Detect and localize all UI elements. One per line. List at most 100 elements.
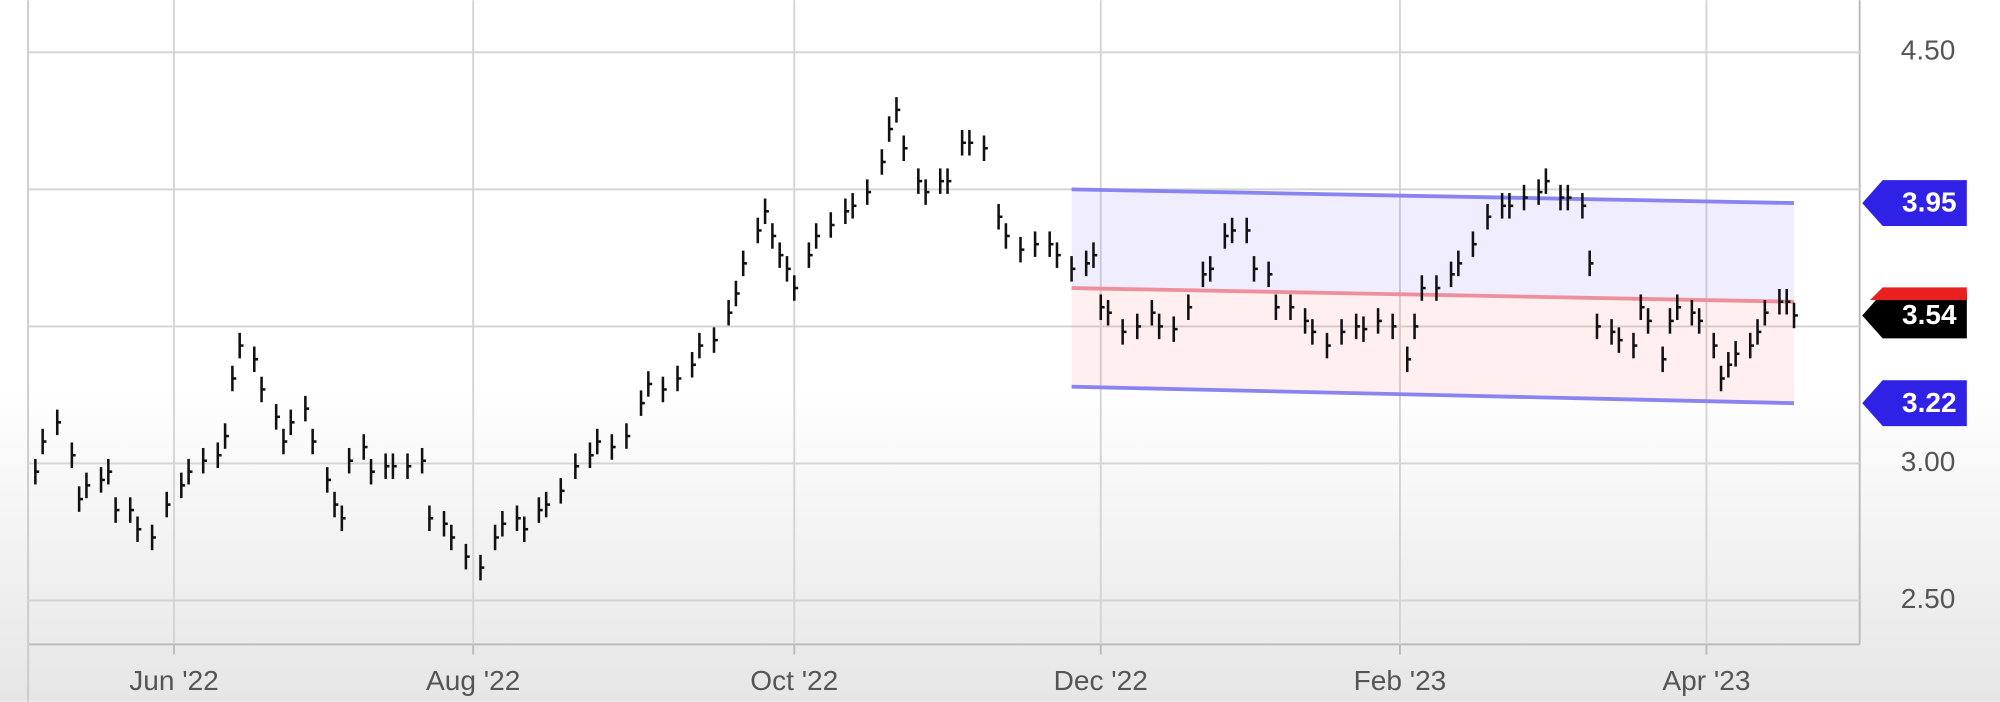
price-bar [136, 516, 142, 543]
price-bar [369, 458, 375, 485]
price-tag-shape [1862, 292, 1967, 339]
price-bar [1486, 204, 1492, 230]
price-bar [333, 491, 339, 518]
price-bar [1697, 308, 1703, 334]
price-bar [968, 130, 974, 156]
price-bar [253, 346, 259, 373]
price-bar [442, 511, 448, 537]
price-bar [625, 423, 631, 449]
price-bar [274, 404, 280, 430]
price-bar [938, 168, 945, 194]
price-bar [851, 193, 857, 219]
price-bar [216, 442, 222, 468]
price-tag-top [1869, 287, 1967, 301]
price-bar [1457, 250, 1463, 277]
price-bar [289, 409, 295, 436]
price-bar [34, 458, 40, 485]
price-bar [1566, 184, 1572, 211]
price-bar [727, 299, 733, 326]
price-bar [1391, 313, 1397, 340]
price-bar [982, 135, 988, 162]
price-bar [450, 524, 456, 551]
price-bar [763, 198, 769, 225]
price-bar [1106, 299, 1112, 326]
price-bar [99, 467, 105, 493]
price-bar [595, 428, 602, 455]
price-bar [1727, 352, 1733, 378]
price-bar [690, 352, 696, 378]
price-tag-label: 3.54 [1902, 299, 1957, 330]
price-bar [880, 149, 886, 175]
price-bar [340, 505, 346, 532]
price-tag: 3.22 [1862, 380, 1967, 427]
price-bar [756, 217, 762, 244]
price-bar [223, 423, 229, 449]
price-bar [1362, 316, 1368, 342]
price-bar [1610, 319, 1616, 345]
y-tick-label: 2.50 [1901, 583, 1956, 614]
price-tag-shape [1862, 180, 1967, 227]
price-bar [107, 458, 113, 485]
price-bar [180, 472, 186, 499]
price-bar [1792, 302, 1798, 329]
price-bar [1187, 294, 1193, 320]
price-bar [420, 447, 426, 474]
price-bar [1756, 319, 1762, 345]
x-tick-label: Aug '22 [426, 665, 520, 696]
price-bar [1748, 332, 1755, 359]
channel-upper-zone [1071, 189, 1795, 302]
price-bar [1778, 288, 1784, 315]
price-bar [1617, 327, 1623, 353]
price-bar [150, 524, 156, 551]
price-bar [537, 497, 543, 523]
x-tick-label: Feb '23 [1354, 665, 1447, 696]
x-tick-label: Dec '22 [1054, 665, 1148, 696]
price-bar [559, 478, 565, 504]
price-bar [1340, 319, 1346, 345]
price-bar [1449, 261, 1455, 288]
price-bar [282, 428, 288, 455]
price-bar [1033, 231, 1039, 257]
price-bar [793, 275, 799, 301]
price-bar [55, 409, 62, 436]
x-tick-label: Apr '23 [1662, 665, 1750, 696]
price-bar [1252, 256, 1258, 282]
channel-upper-line [1071, 187, 1795, 205]
price-bar [1646, 308, 1652, 334]
price-bar [924, 179, 930, 205]
price-bar [384, 453, 390, 479]
price-bar [1588, 250, 1594, 277]
price-bar [1303, 308, 1309, 334]
price-bar [1070, 256, 1076, 282]
price-bar [1157, 313, 1163, 340]
price-bar [493, 524, 499, 551]
price-bar [1150, 299, 1156, 326]
price-bar [70, 442, 76, 468]
price-bar [1274, 294, 1280, 320]
price-bar [165, 491, 171, 518]
price-bar [77, 486, 83, 512]
x-tick-label: Oct '22 [750, 665, 838, 696]
price-bar [260, 376, 266, 403]
x-tick-label: Jun '22 [129, 665, 219, 696]
price-bar [610, 434, 616, 460]
price-bar [588, 442, 594, 468]
price-bar [1223, 223, 1229, 249]
price-bar [1004, 223, 1010, 249]
price-bar [1055, 242, 1061, 268]
price-bar [865, 179, 872, 205]
price-bar [1230, 217, 1236, 244]
price-bar [1639, 294, 1645, 320]
price-bar [771, 223, 777, 249]
price-bar [523, 516, 529, 543]
price-bar [1267, 261, 1273, 288]
y-tick-label: 4.50 [1901, 35, 1956, 66]
price-bar [1048, 231, 1054, 257]
price-bar [785, 256, 791, 282]
price-bar [362, 434, 368, 460]
price-bar [1595, 313, 1601, 340]
price-bar [1099, 294, 1105, 320]
